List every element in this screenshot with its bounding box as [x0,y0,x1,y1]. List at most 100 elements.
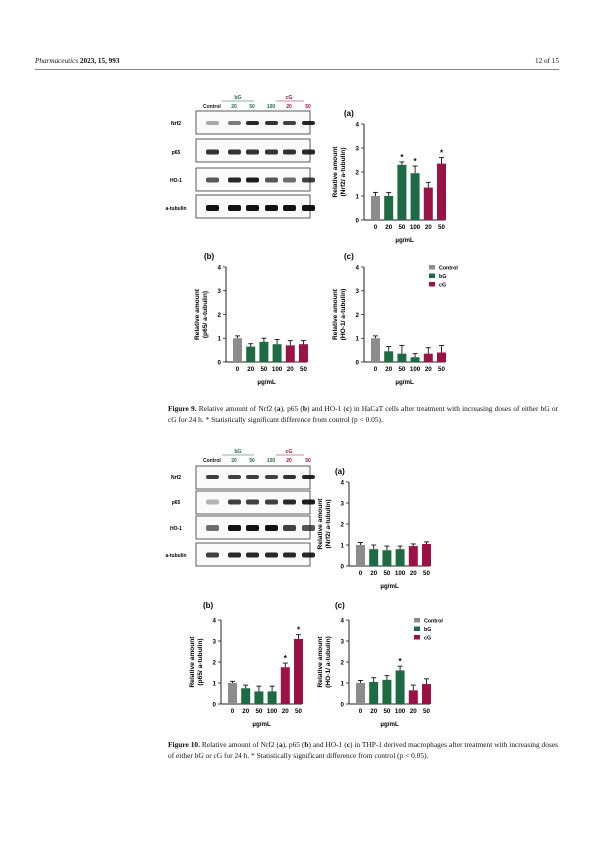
bar [246,346,256,362]
y-tick-label: 0 [356,217,360,224]
x-tick-label: 0 [231,708,235,715]
blot-lane-label: Control [203,458,221,464]
y-tick-label: 0 [341,701,345,708]
chart-fig10a: (a) 0 1 2 3 4 Relative amount (Nrf2/ a-tubulin)… [317,467,431,590]
header-rule [35,69,559,70]
legend-label: cG [424,635,431,641]
y-tick-label: 3 [356,145,360,152]
x-axis-label: µg/mL [380,721,399,728]
blot-band [228,177,241,183]
legend-label: bG [439,274,446,280]
x-tick-label: 0 [374,366,378,373]
figure-10-caption: Figure 10. Relative amount of Nrf2 (a), … [168,739,558,761]
blot-row-label: HO-1 [170,526,182,532]
legend-swatch [414,635,420,640]
bar [408,690,418,704]
x-tick-label: 100 [272,366,283,373]
bar [397,164,407,220]
panel-label: (c) [344,252,354,261]
y-tick-label: 1 [341,680,345,687]
y-tick-label: 1 [213,680,217,687]
y-axis-label: (p65/ a-tubulin) [202,291,209,338]
x-tick-label: 100 [410,366,421,373]
blot-band [206,499,219,505]
blot-lane-label: 20 [286,458,292,464]
caption-panel-ref: b [304,740,309,749]
caption-text: Relative amount of Nrf2 ( [198,404,277,413]
x-tick-label: 20 [410,708,417,715]
x-tick-label: 100 [395,708,406,715]
legend-label: Control [439,265,458,271]
x-tick-label: 50 [383,570,390,577]
caption-panel-ref: c [346,740,350,749]
bar [371,196,380,220]
blot-row-label: Nrf2 [171,475,181,481]
x-tick-label: 100 [395,570,406,577]
blot-band [206,149,219,155]
x-tick-label: 20 [242,708,249,715]
page-number: 12 of 15 [535,57,559,65]
y-axis-label: Relative amount [194,288,201,340]
y-tick-label: 0 [213,701,217,708]
y-tick-label: 0 [356,359,360,366]
blot-row-label: HO-1 [170,178,182,184]
x-tick-label: 20 [425,366,432,373]
chart-fig10c: (c) 0 1 2 3 4 Relative amount (HO-1/ a-tubulin)… [317,601,443,728]
blot-band [265,177,278,183]
bar [233,338,242,362]
bar [422,684,431,704]
y-axis-label: (Nrf2/ a-tubulin) [340,147,347,196]
y-tick-label: 2 [218,312,222,319]
bar [410,173,420,220]
blot-group-label-bg: bG [234,95,241,101]
x-tick-label: 50 [255,708,262,715]
blot-band [206,177,219,183]
blot-row-label: p65 [172,500,181,506]
x-tick-label: 0 [374,224,378,231]
blot-row-label: a-tubulin [165,206,186,212]
blot-band [246,499,259,505]
citation-details: 2023, 15, 993 [79,57,120,65]
bar [228,683,237,704]
legend-swatch [429,265,435,270]
x-axis-label: µg/mL [252,721,271,728]
x-tick-label: 20 [425,224,432,231]
blot-lane-label: 50 [249,104,255,110]
bar [356,683,365,704]
y-tick-label: 4 [356,121,360,128]
blot-band [265,121,278,125]
bar [395,549,405,566]
blot-band [246,475,259,479]
bar [285,345,295,362]
x-axis-label: µg/mL [395,379,414,386]
blot-band [302,499,315,505]
blot-band [206,121,219,125]
y-tick-label: 0 [341,563,345,570]
western-blot-10: bG cG Control 20 50 100 20 50 Nrf2 p65 HO-1 a-tubul… [165,449,315,567]
bar [397,353,407,362]
significance-marker: * [399,657,403,666]
y-tick-label: 2 [356,312,360,319]
caption-panel-ref: a [276,404,281,413]
x-tick-label: 50 [300,366,307,373]
y-tick-label: 0 [218,359,222,366]
page-header: Pharmaceutics 2023, 15, 993 12 of 15 [35,57,559,71]
y-tick-label: 2 [341,521,345,528]
bar [395,670,405,704]
y-axis-label: Relative amount [317,498,324,550]
blot-band [206,475,219,479]
y-axis-label: (Nrf2/ a-tubulin) [325,499,332,548]
x-tick-label: 20 [282,708,289,715]
y-tick-label: 4 [341,617,345,624]
blot-band [302,525,315,531]
bar [371,338,380,362]
blot-lane-label: 20 [231,104,237,110]
x-tick-label: 20 [410,570,417,577]
blot-row-label: a-tubulin [165,553,186,559]
blot-band [228,552,241,558]
significance-marker: * [414,157,418,166]
legend-swatch [414,626,420,631]
bar [267,691,277,704]
x-tick-label: 50 [438,366,445,373]
